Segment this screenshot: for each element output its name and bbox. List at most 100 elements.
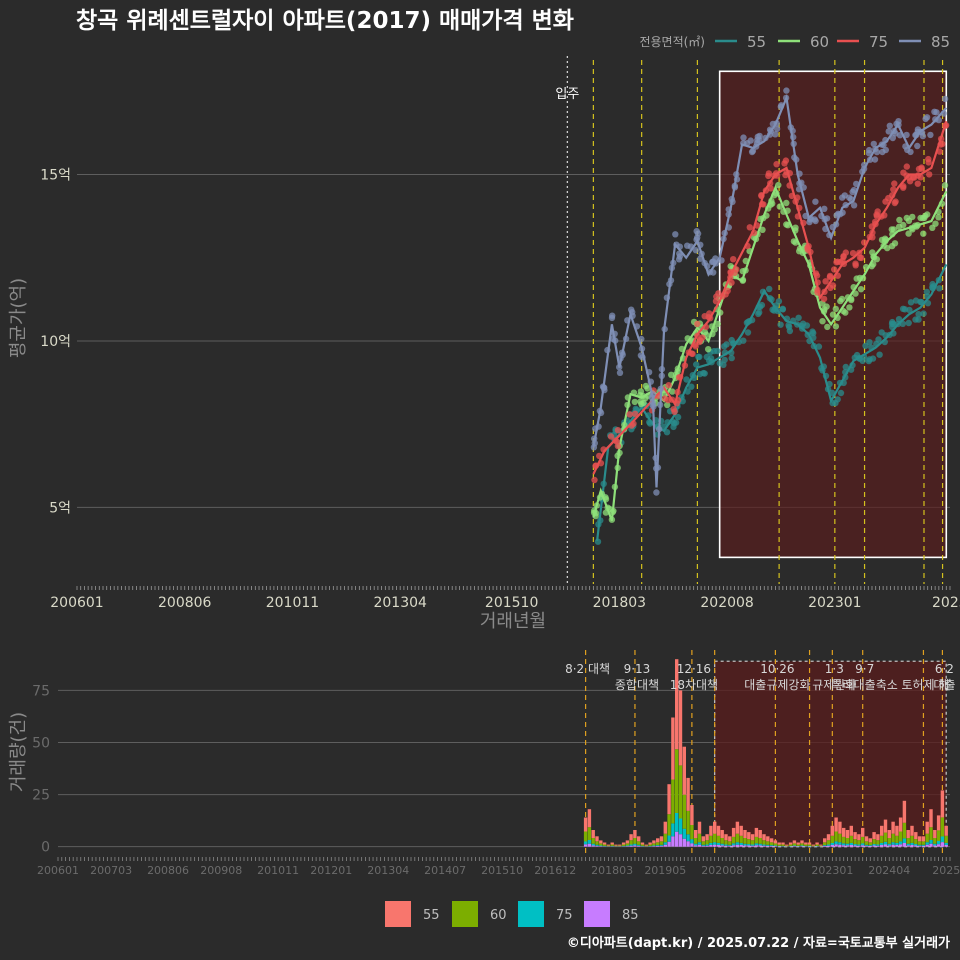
volume-bar-85: [728, 845, 732, 847]
price-point-75: [917, 174, 924, 181]
volume-bar-85: [754, 845, 759, 847]
price-point-55: [728, 354, 735, 362]
volume-bar-75: [933, 843, 937, 846]
volume-bar-60: [861, 836, 865, 844]
volume-bar-60: [883, 832, 888, 842]
volume-bar-55: [747, 832, 751, 840]
volume-bar-55: [694, 830, 698, 838]
price-point-85: [616, 369, 624, 376]
price-point-55: [700, 369, 707, 377]
volume-bar-60: [936, 830, 941, 841]
volume-highlight-box: [714, 660, 947, 848]
volume-bar-60: [868, 842, 872, 846]
volume-bar-75: [929, 839, 933, 844]
price-x-tick-label: 201803: [593, 595, 646, 611]
volume-bar-55: [663, 821, 667, 834]
volume-bar-85: [629, 845, 633, 847]
price-point-55: [837, 389, 845, 397]
price-point-55: [905, 319, 912, 327]
price-point-85: [812, 198, 819, 205]
volume-bar-85: [709, 845, 713, 847]
volume-bar-60: [898, 831, 903, 842]
volume-bar-75: [940, 836, 945, 843]
volume-bar-55: [637, 836, 641, 842]
price-point-85: [812, 217, 819, 225]
volume-y-axis-label: 거래량(건): [8, 712, 29, 792]
footer-credit: ©디아파트(dapt.kr) / 2025.07.22 / 자료=국토교통부 실…: [567, 935, 950, 951]
price-legend-label-75: 75: [869, 33, 888, 51]
volume-bar-75: [678, 818, 683, 835]
volume-bar-85: [883, 844, 888, 847]
volume-bar-55: [606, 844, 611, 846]
price-legend-label-85: 85: [931, 33, 950, 51]
price-point-75: [591, 476, 598, 484]
volume-bar-60: [602, 844, 607, 846]
price-point-75: [665, 382, 672, 389]
volume-annotation: 18차대책: [670, 677, 718, 692]
price-point-55: [632, 405, 639, 412]
volume-bar-60: [804, 844, 808, 846]
price-scatter-55: [594, 277, 943, 545]
price-point-85: [871, 156, 879, 163]
volume-bar-75: [849, 842, 853, 845]
volume-bar-60: [917, 841, 922, 845]
price-point-55: [799, 320, 807, 327]
volume-legend-label-75: 75: [556, 908, 573, 923]
volume-bar-55: [857, 834, 861, 841]
price-x-tick-label: 200601: [50, 595, 103, 611]
volume-bar-60: [838, 833, 842, 843]
volume-bar-75: [944, 842, 948, 845]
volume-bar-55: [591, 830, 595, 838]
volume-bar-60: [788, 844, 793, 846]
volume-bar-85: [694, 845, 698, 847]
volume-bar-55: [659, 836, 664, 842]
volume-bar-60: [675, 749, 679, 813]
volume-bar-55: [754, 827, 759, 837]
price-point-85: [692, 247, 699, 254]
volume-bar-75: [663, 842, 667, 845]
volume-bar-55: [758, 830, 762, 838]
price-point-85: [907, 148, 914, 156]
price-point-85: [672, 231, 679, 238]
volume-bar-85: [838, 844, 842, 847]
volume-bar-60: [792, 843, 797, 846]
price-point-60: [895, 223, 903, 230]
volume-bar-60: [656, 842, 660, 846]
price-x-tick-label: 201510: [485, 595, 538, 611]
volume-x-tick-label: 201905: [644, 864, 686, 877]
volume-x-tick-label: 201612: [534, 864, 576, 877]
volume-bar-55: [735, 821, 740, 834]
price-point-85: [882, 146, 889, 154]
volume-bar-75: [842, 843, 846, 846]
volume-bar-85: [876, 845, 880, 847]
volume-bar-85: [675, 831, 679, 847]
volume-x-tick-label: 202008: [701, 864, 743, 877]
volume-bar-55: [766, 836, 770, 842]
price-point-75: [728, 279, 735, 286]
volume-bar-75: [690, 839, 694, 844]
volume-bar-60: [823, 842, 827, 846]
volume-x-tick-label: 202404: [868, 864, 910, 877]
volume-bar-60: [910, 835, 914, 843]
volume-bar-60: [720, 838, 724, 844]
volume-bar-85: [910, 845, 914, 847]
volume-bar-75: [754, 843, 759, 846]
volume-bar-85: [758, 845, 762, 847]
price-point-60: [824, 323, 831, 331]
volume-bar-55: [864, 836, 869, 842]
volume-bar-55: [906, 830, 910, 838]
volume-annotation: 대출: [933, 678, 955, 692]
volume-bar-85: [933, 845, 937, 847]
volume-bar-75: [750, 844, 755, 846]
volume-bar-75: [895, 842, 899, 845]
volume-bar-55: [781, 842, 785, 845]
volume-bar-75: [713, 842, 717, 845]
price-point-75: [925, 155, 932, 163]
price-point-55: [775, 298, 783, 305]
price-point-55: [756, 309, 763, 316]
volume-bar-60: [781, 844, 785, 846]
volume-bar-55: [731, 827, 736, 837]
volume-bar-55: [819, 844, 823, 846]
volume-bar-55: [910, 825, 914, 836]
volume-x-tick-label: 201803: [591, 864, 633, 877]
